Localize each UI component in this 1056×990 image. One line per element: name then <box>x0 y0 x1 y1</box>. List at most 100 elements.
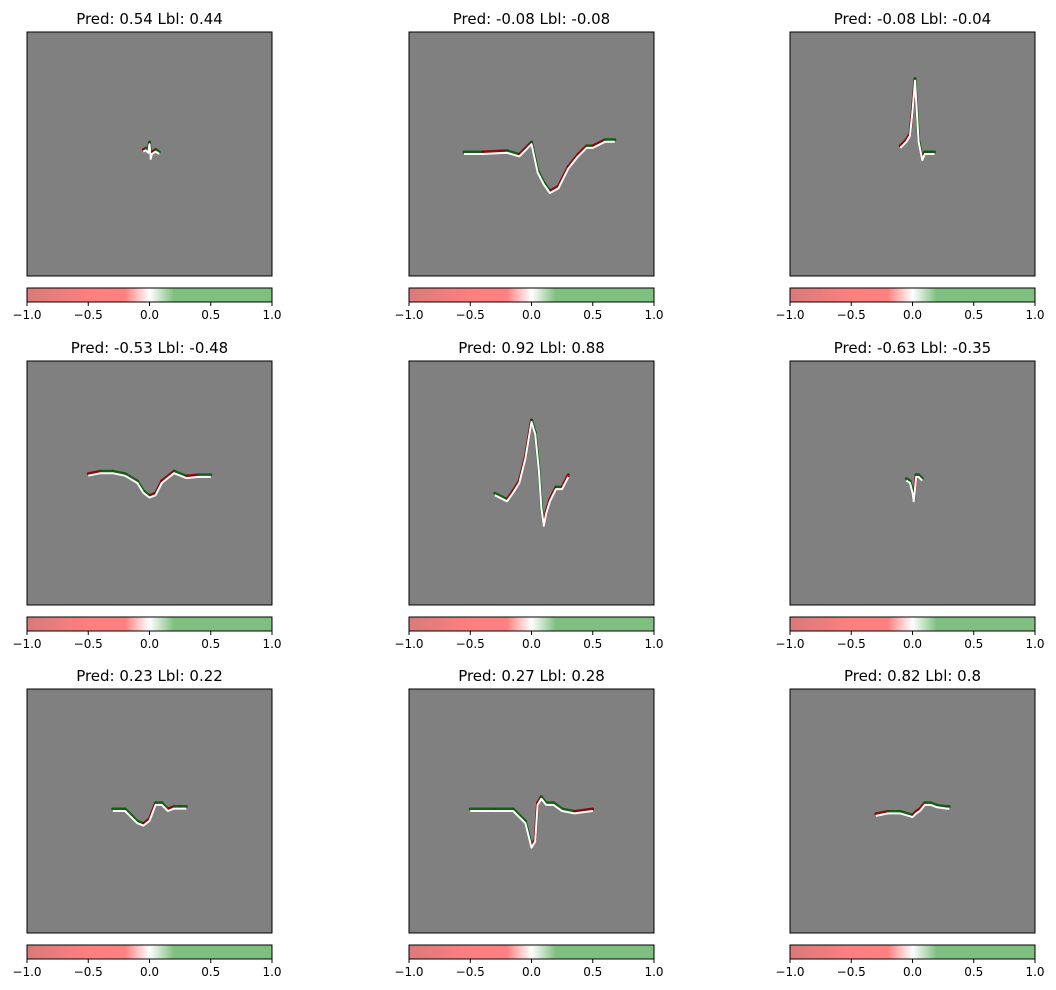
colorbar-tick-label: −0.5 <box>456 308 485 322</box>
attribution-segment <box>505 149 521 156</box>
colorbar-tick-label: 1.0 <box>262 308 281 322</box>
colorbar <box>408 616 655 632</box>
colorbar-tick-label: 1.0 <box>644 637 663 651</box>
heatmap-area <box>789 360 1036 606</box>
attribution-segment <box>111 469 127 476</box>
attribution-segment <box>572 807 595 813</box>
heatmap-area <box>408 360 655 606</box>
colorbar-tick-label: 0.0 <box>522 637 541 651</box>
panel-7: Pred: 0.23 Lbl: 0.22 −1.0 −0.5 0.0 0.5 1.0 <box>12 667 281 979</box>
colorbar-tick-label: 0.5 <box>583 637 602 651</box>
colorbar-tick-label: −1.0 <box>775 965 804 979</box>
colorbar-tick-label: 1.0 <box>262 637 281 651</box>
signal-line <box>905 475 924 503</box>
signal-line <box>494 421 570 527</box>
colorbar-tick-label: 0.0 <box>522 965 541 979</box>
colorbar-tick-label: 0.5 <box>964 637 983 651</box>
attribution-segment <box>898 809 914 817</box>
colorbar-tick-label: 1.0 <box>1025 637 1044 651</box>
signal-line <box>142 143 160 160</box>
colorbar-tick-label: 0.5 <box>201 965 220 979</box>
panel-title: Pred: 0.54 Lbl: 0.44 <box>76 10 223 28</box>
colorbar-tick-label: −1.0 <box>12 308 41 322</box>
attribution-segment <box>935 803 949 809</box>
attribution-segment <box>548 184 560 193</box>
panel-6: Pred: -0.63 Lbl: -0.35 −1.0 −0.5 0.0 0.5 1.0 <box>775 339 1044 651</box>
colorbar-tick-label: −0.5 <box>74 308 103 322</box>
panel-title: Pred: 0.23 Lbl: 0.22 <box>76 667 223 685</box>
attribution-segment <box>86 469 102 476</box>
panel-3: Pred: -0.08 Lbl: -0.04 −1.0 −0.5 0.0 0.5 1.0 <box>775 10 1044 322</box>
panel-title: Pred: 0.82 Lbl: 0.8 <box>844 667 981 685</box>
colorbar-tick-label: −1.0 <box>394 637 423 651</box>
heatmap-area <box>789 31 1036 277</box>
panel-2: Pred: -0.08 Lbl: -0.08 −1.0 −0.5 0.0 0.5 1.0 <box>394 10 663 322</box>
heatmap-area <box>408 688 655 934</box>
colorbar-tick-label: 0.5 <box>201 308 220 322</box>
colorbar-tick-label: −0.5 <box>837 308 866 322</box>
heatmap-area <box>408 31 655 277</box>
attribution-segment <box>505 489 515 501</box>
attribution-segment <box>542 181 552 193</box>
colorbar-tick-label: 0.5 <box>964 308 983 322</box>
attribution-segment <box>135 479 145 493</box>
panel-1: Pred: 0.54 Lbl: 0.44 −1.0 −0.5 0.0 0.5 1.0 <box>12 10 281 322</box>
colorbar <box>789 287 1036 303</box>
attribution-segment <box>154 148 161 154</box>
panel-title: Pred: -0.63 Lbl: -0.35 <box>834 339 991 357</box>
attribution-segment <box>511 479 521 493</box>
attribution-segment <box>123 472 139 483</box>
attribution-segment <box>576 144 589 156</box>
panel-title: Pred: -0.53 Lbl: -0.48 <box>71 339 228 357</box>
heatmap-area <box>26 360 273 606</box>
colorbar-tick-label: −1.0 <box>12 637 41 651</box>
colorbar-tick-label: −1.0 <box>775 637 804 651</box>
attribution-segment <box>874 809 890 816</box>
colorbar-tick-label: 0.0 <box>903 965 922 979</box>
panel-title: Pred: -0.08 Lbl: -0.04 <box>834 10 991 28</box>
attribution-segment <box>552 801 564 811</box>
colorbar-tick-label: −1.0 <box>394 965 423 979</box>
colorbar-tick-label: −1.0 <box>394 308 423 322</box>
panel-title: Pred: 0.27 Lbl: 0.28 <box>458 667 605 685</box>
colorbar-tick-label: −0.5 <box>837 637 866 651</box>
colorbar-tick-label: 0.0 <box>140 965 159 979</box>
colorbar-tick-label: 0.0 <box>903 308 922 322</box>
colorbar-tick-label: 1.0 <box>644 965 663 979</box>
heatmap-area <box>26 688 273 934</box>
attribution-segment <box>184 473 200 478</box>
colorbar-tick-label: −0.5 <box>74 965 103 979</box>
panel-5: Pred: 0.92 Lbl: 0.88 −1.0 −0.5 0.0 0.5 1.0 <box>394 339 663 651</box>
signal-line <box>875 803 950 819</box>
attribution-segment <box>591 138 607 148</box>
colorbar-tick-label: 1.0 <box>262 965 281 979</box>
panel-title: Pred: 0.92 Lbl: 0.88 <box>458 339 605 357</box>
attribution-segment <box>481 149 509 154</box>
colorbar-tick-label: 0.5 <box>583 308 602 322</box>
signal-line <box>470 797 593 849</box>
signal-line <box>88 472 211 499</box>
attribution-segment <box>560 807 576 813</box>
colorbar-tick-label: −0.5 <box>456 637 485 651</box>
colorbar-tick-label: 1.0 <box>1025 965 1044 979</box>
attribution-segment <box>172 469 188 478</box>
colorbar-tick-label: 0.0 <box>140 637 159 651</box>
colorbar-tick-label: 0.0 <box>522 308 541 322</box>
attribution-segment <box>566 152 580 169</box>
colorbar-tick-label: 0.0 <box>903 637 922 651</box>
colorbar-tick-label: 0.5 <box>583 965 602 979</box>
colorbar <box>408 287 655 303</box>
colorbar-tick-label: −1.0 <box>12 965 41 979</box>
panel-title: Pred: -0.08 Lbl: -0.08 <box>453 10 610 28</box>
colorbar-tick-label: 0.0 <box>140 308 159 322</box>
heatmap-area <box>789 688 1036 934</box>
colorbar <box>26 944 273 960</box>
attribution-segment <box>917 473 924 481</box>
colorbar-tick-label: 0.5 <box>201 637 220 651</box>
colorbar <box>26 616 273 632</box>
colorbar <box>789 944 1036 960</box>
panel-8: Pred: 0.27 Lbl: 0.28 −1.0 −0.5 0.0 0.5 1.0 <box>394 667 663 979</box>
colorbar-tick-label: −0.5 <box>456 965 485 979</box>
colorbar <box>408 944 655 960</box>
